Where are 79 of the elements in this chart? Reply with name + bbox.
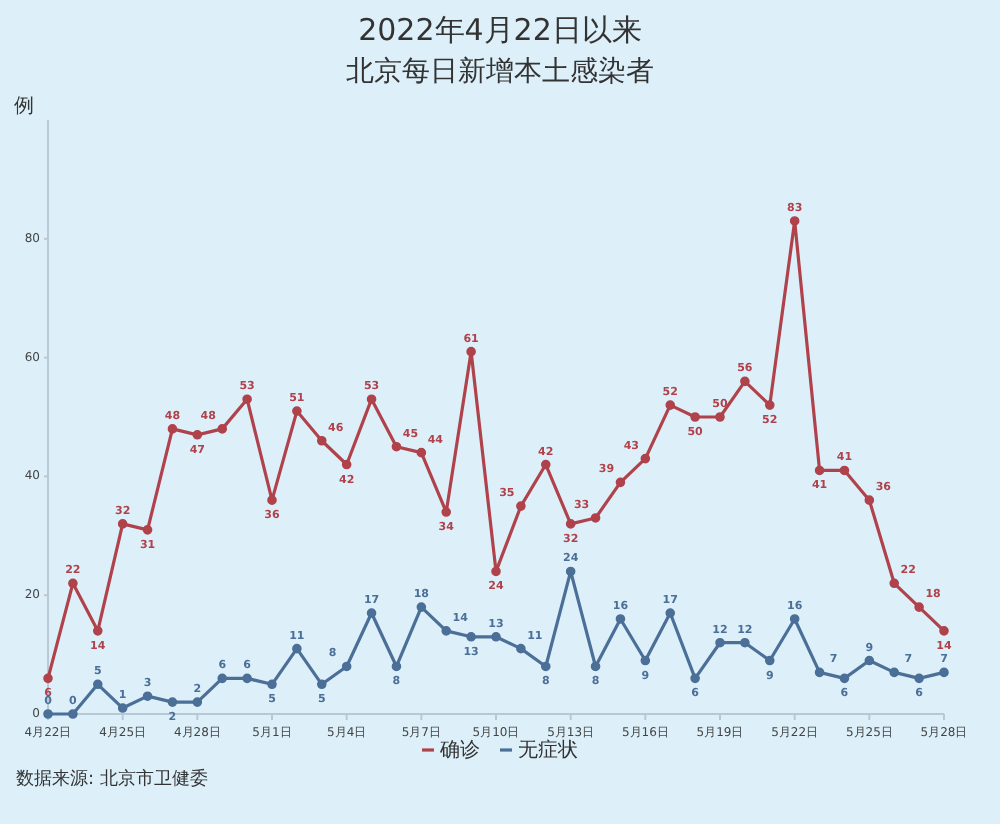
point — [715, 637, 725, 648]
point — [491, 566, 501, 577]
point — [565, 566, 576, 577]
point — [839, 673, 850, 684]
point — [789, 216, 800, 226]
point — [615, 477, 626, 488]
point — [740, 376, 750, 387]
point — [316, 435, 327, 446]
point — [939, 667, 949, 678]
point — [740, 637, 750, 648]
legend-label: 无症状 — [518, 738, 578, 762]
point — [540, 661, 551, 672]
point — [366, 608, 377, 618]
point — [267, 679, 277, 690]
point — [68, 709, 78, 719]
point — [615, 614, 626, 624]
point — [217, 424, 228, 434]
point — [839, 465, 850, 476]
point — [117, 519, 128, 529]
point — [242, 394, 252, 404]
point — [117, 703, 128, 713]
point — [764, 655, 775, 666]
point — [690, 673, 700, 684]
point — [665, 400, 676, 410]
point — [43, 673, 53, 684]
point — [665, 608, 676, 618]
point — [167, 697, 178, 707]
point — [391, 661, 402, 672]
point — [92, 626, 103, 636]
point — [565, 519, 576, 529]
point — [92, 679, 103, 690]
point — [341, 459, 352, 470]
point — [416, 447, 427, 458]
source-note: 数据来源: 北京市卫健委 — [16, 768, 208, 790]
point — [292, 406, 302, 416]
point — [864, 655, 875, 666]
point — [217, 673, 228, 684]
y-axis-title: 例 — [14, 96, 34, 118]
point — [466, 346, 476, 357]
point — [764, 400, 775, 410]
point — [142, 525, 153, 535]
point — [167, 424, 178, 434]
point — [142, 691, 153, 701]
point — [68, 578, 78, 589]
point — [341, 661, 352, 672]
chart-title: 2022年4月22日以来 — [358, 12, 642, 48]
point — [540, 459, 551, 470]
point — [640, 453, 651, 464]
point — [516, 501, 526, 511]
point — [914, 602, 924, 612]
point — [192, 697, 203, 707]
point — [690, 412, 700, 422]
point — [391, 441, 402, 452]
point — [939, 626, 949, 636]
point — [789, 614, 800, 624]
point — [814, 667, 825, 678]
legend-label: 确诊 — [438, 738, 480, 762]
point — [715, 412, 725, 422]
point — [516, 643, 526, 654]
point — [491, 631, 501, 642]
point — [864, 495, 875, 505]
chart-subtitle: 北京每日新增本土感染者 — [346, 56, 654, 88]
point — [366, 394, 377, 404]
point — [466, 631, 476, 642]
point — [889, 667, 900, 678]
point — [316, 679, 327, 690]
point — [192, 430, 203, 440]
point — [640, 655, 651, 666]
point — [267, 495, 277, 505]
point — [242, 673, 252, 684]
point — [814, 465, 825, 476]
point — [889, 578, 900, 589]
point — [590, 513, 601, 523]
point — [914, 673, 924, 684]
point — [292, 643, 302, 654]
point — [590, 661, 601, 672]
point — [416, 602, 427, 612]
point — [441, 626, 452, 636]
point — [441, 507, 452, 517]
